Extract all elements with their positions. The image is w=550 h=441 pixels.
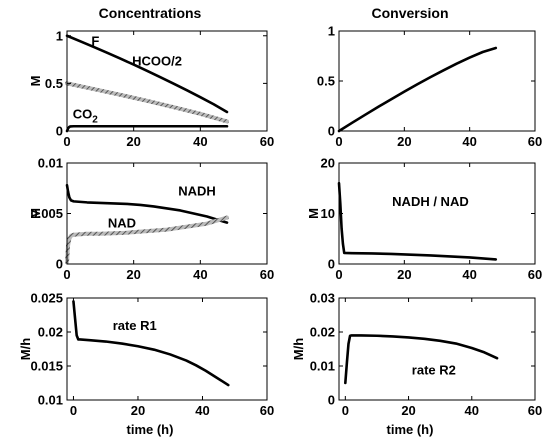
x-tick-label-rate-r2: 40 [465,403,479,418]
panel-concentrations-top: 0 20 40 60 0 0.5 1 M F HCOO/2 CO2 [28,28,274,149]
series-line-concentrations-top-0 [65,34,229,114]
axes-box-concentrations-top [66,30,268,132]
column-title-concentrations: Concentrations [99,5,202,21]
y-axis-label-concentrations-top: M [28,76,43,87]
y-tick-label-conversion: 0 [328,124,335,139]
axes-box-rate-r1 [66,297,268,401]
x-tick-label-nadh-nad-ratio: 60 [528,267,542,282]
x-tick-label-rate-r1: 40 [195,403,209,418]
annotation-text: rate R1 [113,318,157,333]
panel-nadh-nad-ratio: 0 20 40 60 0 10 20 M NADH / NAD [306,156,542,283]
annotation-nadh-nad-ratio-0: NADH / NAD [392,194,469,209]
y-tick-label-rate-r2: 0 [328,393,335,408]
series-line-nadh-nad-ratio-0 [337,181,498,261]
annotation-concentrations-top-1: HCOO/2 [132,53,182,68]
series-line-concentrations-top-1 [65,81,229,124]
x-axis-label-right: time (h) [387,422,434,437]
y-tick-label-nadh-nad-ratio: 20 [321,156,335,171]
annotation-text: CO [73,107,93,122]
x-tick-label-nadh-nad: 40 [193,267,207,282]
panel-rate-r1: 0 20 40 60 0.01 0.015 0.02 0.025 M/h rate R1 [18,291,274,419]
annotation-rate-r1-0: rate R1 [113,318,157,333]
axes-box-nadh-nad-ratio [338,162,536,265]
x-tick-label-nadh-nad-ratio: 0 [335,267,342,282]
y-axis-label-rate-r2: M/h [291,338,306,360]
x-tick-label-rate-r2: 60 [528,403,542,418]
y-tick-label-nadh-nad: 0.01 [38,156,63,171]
y-axis-label-nadh-nad: M [28,208,43,219]
annotation-text: rate R2 [412,363,456,378]
x-tick-label-conversion: 0 [335,134,342,149]
y-tick-label-rate-r2: 0.01 [310,359,335,374]
panel-conversion: 0 20 40 60 0 0.5 1 [317,24,542,150]
annotation-concentrations-top-2: CO2 [73,107,99,126]
annotation-text: NAD [108,216,136,231]
annotation-text: NADH [178,183,216,198]
x-tick-label-rate-r1: 20 [131,403,145,418]
annotation-nadh-nad-0: NADH [178,183,216,198]
annotation-subscript: 2 [92,115,98,126]
y-tick-label-rate-r1: 0.015 [30,359,63,374]
panel-nadh-nad: 0 20 40 60 0 0.005 0.01 M NADH NAD [28,156,274,283]
axes-box-rate-r2 [338,297,536,401]
x-axis-label-left: time (h) [127,422,174,437]
annotation-nadh-nad-1: NAD [108,216,136,231]
y-tick-label-nadh-nad-ratio: 0 [328,257,335,272]
x-tick-label-rate-r1: 0 [70,403,77,418]
y-tick-label-concentrations-top: 0 [56,124,63,139]
y-tick-label-nadh-nad: 0.005 [30,206,63,221]
y-tick-label-conversion: 1 [328,24,335,39]
x-tick-label-nadh-nad-ratio: 40 [462,267,476,282]
x-tick-label-concentrations-top: 60 [260,134,274,149]
y-tick-label-conversion: 0.5 [317,74,335,89]
y-tick-label-rate-r1: 0.01 [38,393,63,408]
x-tick-label-nadh-nad-ratio: 20 [397,267,411,282]
x-tick-label-concentrations-top: 40 [193,134,207,149]
series-line-rate-r2-0 [344,334,499,385]
y-tick-label-rate-r2: 0.03 [310,291,335,306]
y-tick-label-rate-r1: 0.02 [38,325,63,340]
x-tick-label-concentrations-top: 20 [126,134,140,149]
annotation-rate-r2-0: rate R2 [412,363,456,378]
x-tick-label-nadh-nad: 60 [260,267,274,282]
panel-rate-r2: 0 20 40 60 0 0.01 0.02 0.03 M/h rate R2 [291,291,542,419]
annotation-text: NADH / NAD [392,194,469,209]
y-axis-label-rate-r1: M/h [18,338,33,360]
x-tick-label-rate-r2: 20 [401,403,415,418]
y-tick-label-nadh-nad: 0 [56,257,63,272]
annotation-text: HCOO/2 [132,53,182,68]
annotation-text: F [91,33,99,48]
series-line-concentrations-top-2 [65,124,229,133]
x-tick-label-nadh-nad: 0 [63,267,70,282]
y-axis-label-nadh-nad-ratio: M [306,208,321,219]
y-tick-label-concentrations-top: 0.5 [45,76,63,91]
y-tick-label-rate-r2: 0.02 [310,325,335,340]
series-line-rate-r1-0 [72,300,230,387]
axes-box-conversion [338,30,536,132]
x-tick-label-conversion: 20 [397,134,411,149]
x-tick-label-nadh-nad: 20 [126,267,140,282]
x-tick-label-rate-r1: 60 [260,403,274,418]
axes-box-nadh-nad [66,162,268,265]
series-line-nadh-nad-1 [65,215,229,264]
x-tick-label-conversion: 60 [528,134,542,149]
series-line-conversion-0 [337,46,498,133]
y-tick-label-nadh-nad-ratio: 10 [321,206,335,221]
x-tick-label-concentrations-top: 0 [63,134,70,149]
column-title-conversion: Conversion [371,5,448,21]
annotation-concentrations-top-0: F [91,33,99,48]
x-tick-label-rate-r2: 0 [342,403,349,418]
y-tick-label-concentrations-top: 1 [56,28,63,43]
y-tick-label-rate-r1: 0.025 [30,291,63,306]
series-line-nadh-nad-0 [65,183,229,224]
x-tick-label-conversion: 40 [462,134,476,149]
